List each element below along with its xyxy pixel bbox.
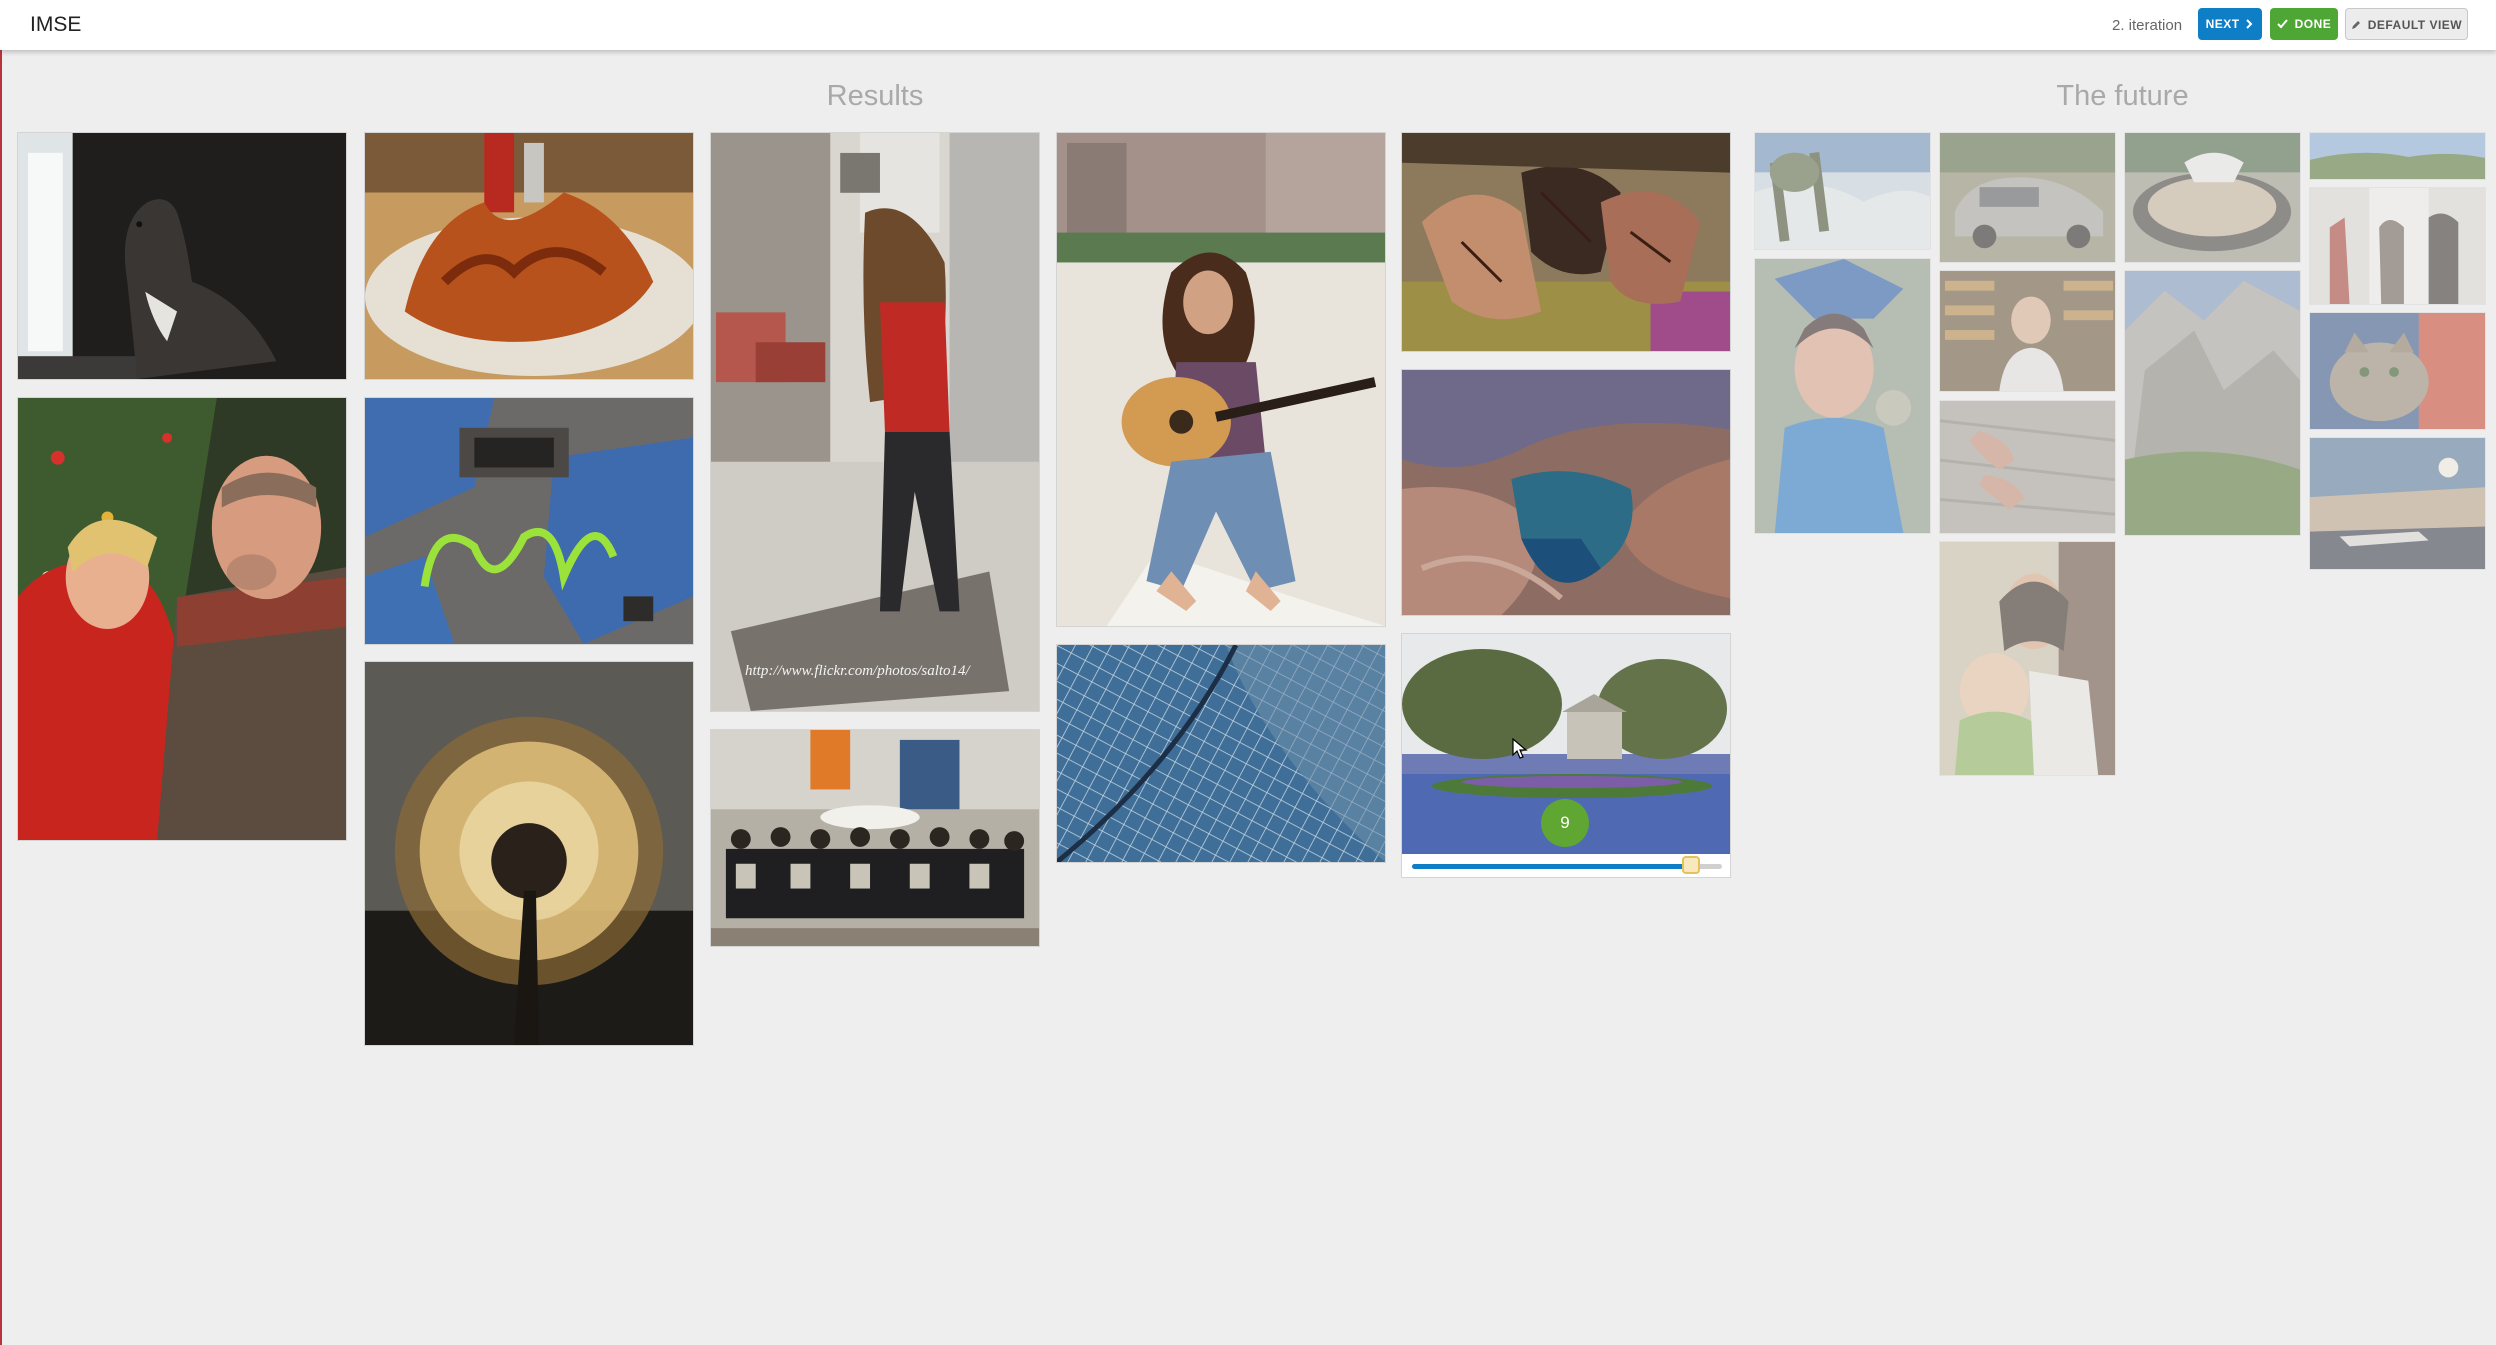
chevron-right-icon: [2246, 19, 2253, 29]
app-title: IMSE: [30, 13, 82, 36]
done-label: DONE: [2294, 17, 2332, 31]
future-image-snowy-landscape[interactable]: [1754, 132, 1931, 250]
result-image-glass-roof[interactable]: [1056, 644, 1386, 863]
future-image-people-hallway[interactable]: [2309, 187, 2486, 305]
result-image-group-banner[interactable]: [710, 729, 1040, 947]
result-image-christmas-couple[interactable]: [17, 397, 347, 841]
future-image-carnival-woman[interactable]: [1754, 258, 1931, 534]
photo-watermark: http://www.flickr.com/photos/salto14/: [745, 663, 970, 679]
result-image-dog[interactable]: [17, 132, 347, 380]
iteration-label: 2. iteration: [2112, 17, 2183, 34]
top-bar: IMSE 2. iteration NEXT DONE DEFAULT VIEW: [0, 0, 2496, 50]
done-button[interactable]: DONE: [2270, 8, 2338, 40]
next-label: NEXT: [2205, 17, 2240, 31]
future-image-stone-fountain[interactable]: [2124, 132, 2301, 263]
next-button[interactable]: NEXT: [2198, 8, 2262, 40]
future-image-mother-baby[interactable]: [1939, 541, 2116, 776]
future-image-airport-sunset[interactable]: [2309, 437, 2486, 570]
default-view-button[interactable]: DEFAULT VIEW: [2345, 8, 2468, 40]
rating-slider-fill: [1412, 864, 1691, 869]
result-image-chicken-wings[interactable]: [364, 132, 694, 380]
future-image-feet-on-sand[interactable]: [1939, 400, 2116, 534]
mouse-cursor-icon: [1512, 738, 1528, 759]
default-view-label: DEFAULT VIEW: [2367, 18, 2463, 32]
result-image-henna-hands[interactable]: [1401, 132, 1731, 352]
left-edge-rule: [0, 0, 2, 1345]
result-image-woman-walking[interactable]: http://www.flickr.com/photos/salto14/: [710, 132, 1040, 712]
pencil-icon: [2351, 21, 2360, 29]
results-heading: Results: [826, 80, 924, 112]
result-image-dandelion[interactable]: [364, 661, 694, 1046]
future-image-tabby-cat[interactable]: [2309, 312, 2486, 430]
future-image-shop-owner[interactable]: [1939, 270, 2116, 392]
result-image-woman-guitar[interactable]: [1056, 132, 1386, 627]
future-heading: The future: [2056, 80, 2189, 112]
future-image-mountain-valley[interactable]: [2124, 270, 2301, 536]
rating-badge: 9: [1541, 799, 1589, 847]
rating-slider[interactable]: [1412, 856, 1722, 874]
rating-slider-handle[interactable]: [1682, 856, 1700, 874]
check-icon: [2277, 19, 2288, 29]
result-image-graffiti-wall[interactable]: [364, 397, 694, 645]
future-image-rusty-car[interactable]: [1939, 132, 2116, 263]
result-image-canyon-pool[interactable]: [1401, 369, 1731, 616]
future-image-hills-panorama[interactable]: [2309, 132, 2486, 180]
rated-image-card[interactable]: 9: [1401, 633, 1731, 878]
